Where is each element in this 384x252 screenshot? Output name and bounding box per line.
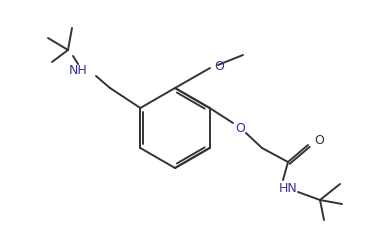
Text: NH: NH — [69, 64, 88, 77]
Text: O: O — [214, 59, 224, 73]
Text: HN: HN — [279, 181, 297, 195]
Text: O: O — [314, 135, 324, 147]
Text: O: O — [235, 121, 245, 135]
